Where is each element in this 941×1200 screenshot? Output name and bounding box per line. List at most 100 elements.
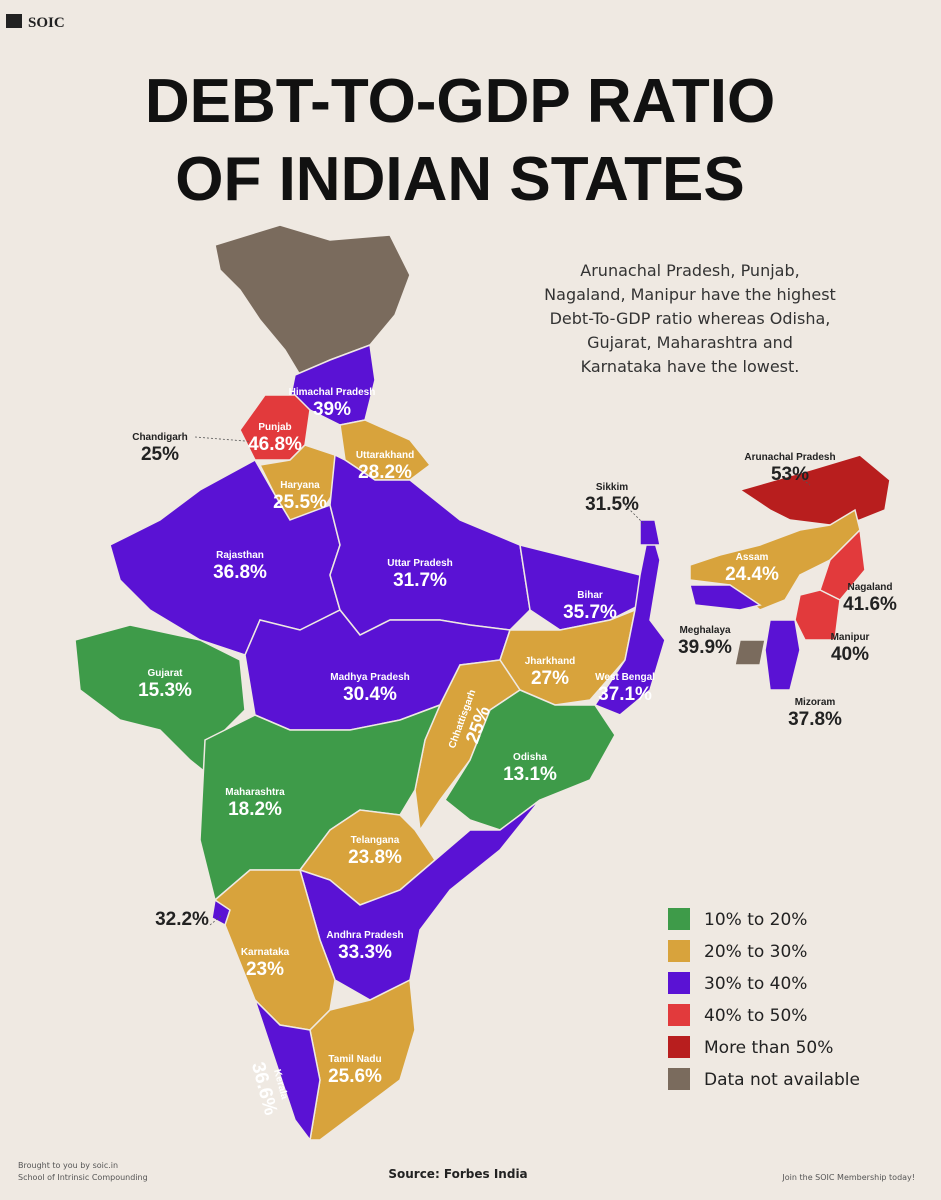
legend-swatch <box>668 972 690 994</box>
legend: 10% to 20% 20% to 30% 30% to 40% 40% to 50%… <box>668 908 860 1090</box>
state-label: 32.2% <box>155 909 209 930</box>
state-value: 13.1% <box>503 764 557 785</box>
state-value: 28.2% <box>358 462 412 483</box>
annotation-line: Debt-To-GDP ratio whereas Odisha, <box>550 309 831 328</box>
state-value: 23% <box>246 959 284 980</box>
state-name: Karnataka <box>241 947 290 958</box>
state-name: Haryana <box>280 480 320 491</box>
state-name: Rajasthan <box>216 550 264 561</box>
state-name: Mizoram <box>795 697 836 708</box>
state-region <box>764 619 801 691</box>
state-value: 25.6% <box>328 1066 382 1087</box>
state-value: 31.5% <box>585 494 639 515</box>
state-region <box>819 528 866 601</box>
state-name: Uttar Pradesh <box>387 558 453 569</box>
state-name: Bihar <box>577 590 603 601</box>
state-value: 32.2% <box>155 909 209 930</box>
annotation-line: Karnataka have the lowest. <box>581 357 800 376</box>
state-value: 39.9% <box>678 637 732 658</box>
state-name: Uttarakhand <box>356 450 414 461</box>
state-value: 30.4% <box>343 684 397 705</box>
logo: SOIC <box>6 14 65 31</box>
state-value: 53% <box>771 464 809 485</box>
state-value: 24.4% <box>725 564 779 585</box>
state-name: Telangana <box>351 835 400 846</box>
state-name: Jharkhand <box>525 656 576 667</box>
region-no-data <box>734 639 766 666</box>
state-name: Assam <box>736 552 769 563</box>
state-region <box>239 394 311 461</box>
annotation-line: Gujarat, Maharashtra and <box>587 333 793 352</box>
footer-left: Brought to you by soic.in <box>18 1161 118 1170</box>
state-region <box>738 454 891 526</box>
annotation: Arunachal Pradesh, Punjab, Nagaland, Mani… <box>544 261 836 376</box>
callout-line <box>209 914 223 926</box>
logo-icon <box>6 14 22 28</box>
state-value: 27% <box>531 668 569 689</box>
callout-line <box>194 436 271 444</box>
state-name: West Bengal <box>595 672 655 683</box>
legend-swatch <box>668 908 690 930</box>
state-name: Arunachal Pradesh <box>744 452 835 463</box>
state-value: 25.5% <box>273 492 327 513</box>
legend-swatch <box>668 940 690 962</box>
state-name: Sikkim <box>596 482 628 493</box>
state-region <box>211 898 231 927</box>
state-name: Tamil Nadu <box>328 1054 381 1065</box>
legend-label: 40% to 50% <box>704 1006 807 1026</box>
state-value: 41.6% <box>843 594 897 615</box>
legend-label: Data not available <box>704 1070 860 1090</box>
title-line: OF INDIAN STATES <box>175 145 744 214</box>
footer-left: School of Intrinsic Compounding <box>18 1173 148 1182</box>
state-name: Odisha <box>513 752 547 763</box>
state-name: Himachal Pradesh <box>289 387 376 398</box>
state-name: Manipur <box>831 632 870 643</box>
regions <box>74 343 891 1142</box>
callout-line <box>789 469 811 486</box>
state-value: 18.2% <box>228 799 282 820</box>
state-value: 15.3% <box>138 680 192 701</box>
state-value: 25% <box>141 444 179 465</box>
legend-label: 30% to 40% <box>704 974 807 994</box>
state-value: 46.8% <box>248 434 302 455</box>
state-name: Madhya Pradesh <box>330 672 409 683</box>
state-region <box>254 999 321 1142</box>
state-region <box>519 543 641 631</box>
state-name: Meghalaya <box>679 625 731 636</box>
annotation-line: Nagaland, Manipur have the highest <box>544 285 836 304</box>
legend-swatch <box>668 1068 690 1090</box>
state-value: 33.3% <box>338 942 392 963</box>
state-region <box>298 799 541 1001</box>
state-value: 39% <box>313 399 351 420</box>
state-name: Gujarat <box>147 668 183 679</box>
state-value: 23.8% <box>348 847 402 868</box>
annotation-line: Arunachal Pradesh, Punjab, <box>580 261 799 280</box>
state-value: 37.1% <box>598 684 652 705</box>
legend-swatch <box>668 1036 690 1058</box>
legend-swatch <box>668 1004 690 1026</box>
state-name: Maharashtra <box>225 787 285 798</box>
state-name: Chandigarh <box>132 432 188 443</box>
state-region <box>593 524 666 716</box>
